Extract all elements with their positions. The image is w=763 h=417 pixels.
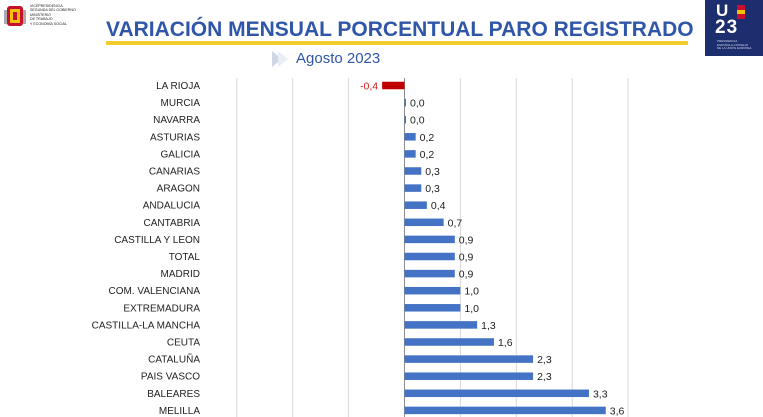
presidency-logo-text: PRESIDENCIA ESPAÑOLA CONSEJO DE LA UNIÓN…	[717, 39, 752, 51]
bar	[382, 81, 405, 90]
category-label: COM. VALENCIANA	[109, 286, 201, 297]
bar	[404, 218, 444, 227]
bar	[404, 406, 606, 415]
category-label: CANTABRIA	[144, 218, 201, 229]
category-label: MADRID	[161, 269, 200, 280]
value-label: 0,2	[420, 149, 435, 161]
bar	[404, 372, 534, 380]
bar	[404, 184, 422, 192]
bar	[404, 235, 455, 244]
flag-icon	[737, 5, 745, 19]
category-label: CASTILLA Y LEON	[114, 235, 200, 246]
value-label: 1,0	[464, 286, 479, 298]
value-label: 1,6	[498, 337, 513, 349]
category-label: BALEARES	[147, 389, 200, 400]
bar	[404, 201, 427, 209]
value-label: 0,0	[410, 115, 425, 127]
bar	[404, 150, 416, 158]
value-label: 3,3	[593, 388, 608, 400]
category-label: CANARIAS	[149, 167, 200, 178]
value-label: -0,4	[360, 81, 378, 93]
value-label: 2,3	[537, 371, 552, 383]
coat-of-arms-icon	[4, 6, 26, 26]
value-label: 0,0	[410, 98, 425, 110]
bar	[404, 252, 455, 261]
bar	[404, 321, 478, 329]
presidency-logo-year: 23	[715, 17, 739, 38]
value-label: 1,3	[481, 320, 496, 332]
category-label: ARAGON	[157, 184, 200, 195]
government-logo: VICEPRESIDENCIA SEGUNDA DEL GOBIERNO MIN…	[4, 2, 80, 34]
category-label: CATALUÑA	[148, 353, 200, 366]
category-label: CEUTA	[167, 338, 200, 349]
bar	[404, 115, 406, 124]
title-underline	[106, 41, 688, 45]
value-label: 0,9	[459, 234, 474, 246]
government-logo-text: VICEPRESIDENCIA SEGUNDA DEL GOBIERNO MIN…	[30, 4, 76, 26]
bar	[404, 167, 422, 175]
chevron-right-icon	[272, 51, 282, 67]
category-label: CASTILLA-LA MANCHA	[92, 320, 201, 331]
category-label: ANDALUCIA	[143, 201, 201, 212]
category-label: MURCIA	[161, 98, 201, 109]
category-label: LA RIOJA	[156, 81, 200, 92]
value-label: 0,4	[431, 200, 446, 212]
value-label: 0,3	[425, 183, 440, 195]
value-label: 3,6	[610, 405, 625, 417]
category-label: PAIS VASCO	[141, 372, 200, 383]
bar	[404, 269, 455, 278]
page-title: VARIACIÓN MENSUAL PORCENTUAL PARO REGIST…	[106, 18, 694, 41]
bar	[404, 286, 461, 295]
category-label: GALICIA	[161, 149, 201, 160]
presidency-logo: U 23 PRESIDENCIA ESPAÑOLA CONSEJO DE LA …	[705, 0, 763, 56]
value-label: 1,0	[464, 303, 479, 315]
category-label: EXTREMADURA	[123, 303, 200, 314]
bar	[404, 133, 416, 141]
category-label: MELILLA	[159, 406, 200, 417]
category-label: TOTAL	[169, 252, 201, 263]
bar	[404, 338, 494, 346]
value-label: 0,7	[448, 217, 463, 229]
category-label: NAVARRA	[153, 115, 200, 126]
bar	[404, 304, 461, 312]
chevron-right-icon-2	[278, 51, 288, 67]
page-subtitle: Agosto 2023	[296, 50, 381, 67]
value-label: 0,9	[459, 269, 474, 281]
presidency-logo-letter: U	[716, 1, 729, 20]
value-label: 0,2	[420, 132, 435, 144]
value-label: 0,3	[425, 166, 440, 178]
bar	[404, 355, 534, 363]
value-label: 0,9	[459, 252, 474, 264]
category-label: ASTURIAS	[150, 132, 200, 143]
bar	[404, 389, 589, 398]
bar	[404, 98, 406, 107]
value-label: 2,3	[537, 354, 552, 366]
